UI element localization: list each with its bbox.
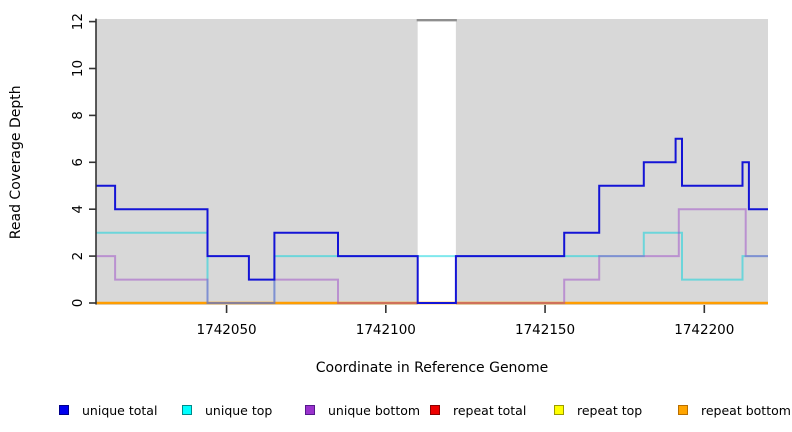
legend-label: unique total: [82, 402, 158, 418]
legend-swatch-icon: [430, 405, 440, 415]
x-tick-label: 1742150: [515, 322, 575, 338]
legend-item-repeat-bottom: repeat bottom: [678, 399, 791, 421]
legend-item-unique-top: unique top: [182, 399, 272, 421]
legend-item-repeat-top: repeat top: [554, 399, 642, 421]
legend-label: repeat bottom: [701, 402, 791, 418]
legend-label: unique top: [205, 402, 273, 418]
gap-region: [417, 19, 456, 305]
series-unique-top: [96, 231, 768, 304]
legend-item-unique-bottom: unique bottom: [305, 399, 420, 421]
legend-label: repeat top: [577, 402, 643, 418]
y-tick-label: 0: [70, 299, 86, 308]
legend-swatch-icon: [59, 405, 69, 415]
y-tick-label: 10: [70, 60, 86, 77]
legend-item-repeat-total: repeat total: [430, 399, 526, 421]
y-tick-label: 12: [70, 13, 86, 30]
legend-label: unique bottom: [328, 402, 421, 418]
legend-swatch-icon: [182, 405, 192, 415]
x-tick-label: 1742100: [356, 322, 416, 338]
y-axis-title: Read Coverage Depth: [8, 85, 24, 239]
legend-swatch-icon: [678, 405, 688, 415]
series-unique-total: [96, 137, 768, 304]
y-tick-label: 8: [70, 111, 86, 120]
y-tick-label: 2: [70, 252, 86, 261]
legend-item-unique-total: unique total: [59, 399, 157, 421]
legend-swatch-icon: [305, 405, 315, 415]
x-axis-title: Coordinate in Reference Genome: [316, 360, 549, 376]
legend-label: repeat total: [453, 402, 527, 418]
x-tick-label: 1742050: [197, 322, 257, 338]
y-tick-label: 4: [70, 205, 86, 214]
y-tick-label: 6: [70, 158, 86, 167]
chart-legend: unique total unique top unique bottom repea…: [0, 399, 792, 425]
legend-swatch-icon: [554, 405, 564, 415]
x-tick-label: 1742200: [674, 322, 734, 338]
